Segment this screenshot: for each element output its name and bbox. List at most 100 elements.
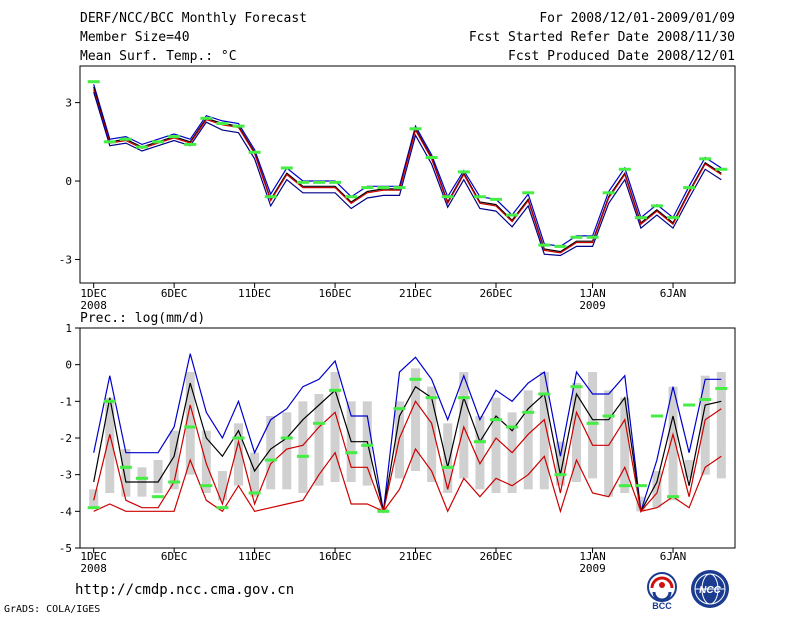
- plot-frame: [79, 65, 736, 284]
- spread-bar: [684, 460, 694, 479]
- observed-marker: [184, 425, 197, 429]
- observed-marker: [667, 495, 680, 499]
- spread-bar: [539, 372, 549, 490]
- spread-bar: [620, 397, 630, 493]
- spread-bar: [330, 372, 340, 482]
- observed-marker: [473, 440, 486, 444]
- observed-marker: [329, 180, 342, 184]
- spread-bar: [475, 416, 485, 490]
- x-tick-label: 6JAN: [660, 550, 687, 563]
- observed-marker: [119, 465, 132, 469]
- observed-marker: [135, 476, 148, 480]
- observed-marker: [232, 436, 245, 440]
- spread-bar: [266, 416, 276, 490]
- observed-marker: [409, 377, 422, 381]
- spread-bar: [105, 397, 115, 493]
- observed-marker: [103, 399, 116, 403]
- header-variable: Mean Surf. Temp.: °C: [80, 49, 237, 64]
- series-line-member: [93, 89, 722, 254]
- x-tick-label: 6DEC: [161, 550, 188, 563]
- observed-marker: [168, 480, 181, 484]
- series-line-upper: [93, 84, 722, 248]
- x-tick-label: 16DEC: [319, 287, 352, 300]
- spread-bar: [250, 452, 260, 497]
- series-line-lower-member: [93, 447, 722, 514]
- x-tick-label: 1JAN: [579, 550, 606, 563]
- header-title: DERF/NCC/BCC Monthly Forecast: [80, 11, 307, 26]
- observed-marker: [409, 127, 422, 131]
- observed-marker: [699, 157, 712, 161]
- spread-bar: [185, 372, 195, 475]
- observed-marker: [393, 407, 406, 411]
- observed-marker: [634, 484, 647, 488]
- observed-marker: [296, 454, 309, 458]
- y-tick-label: -2: [59, 432, 72, 445]
- observed-marker: [87, 506, 100, 510]
- observed-marker: [280, 166, 293, 170]
- observed-marker: [377, 186, 390, 190]
- observed-marker: [618, 484, 631, 488]
- precip-chart-title: Prec.: log(mm/d): [80, 311, 205, 326]
- observed-marker: [554, 244, 567, 248]
- observed-marker: [264, 195, 277, 199]
- spread-bar: [716, 372, 726, 479]
- observed-marker: [425, 396, 438, 400]
- x-tick-label: 16DEC: [319, 550, 352, 563]
- observed-marker: [361, 443, 374, 447]
- observed-marker: [618, 167, 631, 171]
- y-tick-label: 1: [65, 322, 72, 335]
- bcc-logo-text: BCC: [652, 601, 672, 611]
- x-tick-label: 26DEC: [479, 287, 512, 300]
- footer-credit: GrADS: COLA/IGES: [4, 604, 101, 615]
- series-line-upper-member: [93, 400, 722, 514]
- y-tick-label: -3: [59, 253, 72, 266]
- spread-bar: [443, 423, 453, 493]
- observed-marker: [152, 495, 165, 499]
- header-period: For 2008/12/01-2009/01/09: [539, 11, 735, 26]
- observed-marker: [135, 145, 148, 149]
- observed-marker: [200, 116, 213, 120]
- spread-bar: [169, 430, 179, 490]
- observed-marker: [441, 195, 454, 199]
- spread-bar: [604, 390, 614, 497]
- observed-marker: [538, 392, 551, 396]
- spread-bar: [121, 449, 131, 497]
- observed-marker: [586, 235, 599, 239]
- spread-bar: [298, 401, 308, 493]
- observed-marker: [699, 398, 712, 401]
- spread-bar: [668, 386, 678, 501]
- observed-marker: [522, 191, 535, 195]
- x-tick-label: 1DEC: [80, 287, 107, 300]
- x-tick-label: 11DEC: [238, 287, 271, 300]
- observed-marker: [586, 421, 599, 425]
- observed-marker: [506, 213, 519, 217]
- observed-marker: [216, 506, 229, 510]
- observed-marker: [506, 425, 519, 429]
- header-produced-date: Fcst Produced Date 2008/12/01: [508, 49, 735, 64]
- observed-marker: [329, 388, 342, 392]
- y-tick-label: -3: [59, 469, 72, 482]
- observed-marker: [345, 451, 358, 455]
- observed-marker: [280, 436, 293, 440]
- observed-marker: [87, 80, 100, 84]
- ncc-logo: NCC: [691, 570, 729, 608]
- observed-marker: [538, 243, 551, 247]
- spread-bar: [491, 397, 501, 493]
- header-start-date: Fcst Started Refer Date 2008/11/30: [468, 30, 735, 45]
- y-tick-label: 3: [65, 97, 72, 110]
- y-tick-label: 0: [65, 359, 72, 372]
- x-tick-year-label: 2008: [80, 299, 107, 312]
- x-tick-label: 11DEC: [238, 550, 271, 563]
- spread-bar: [588, 372, 598, 479]
- observed-marker: [490, 197, 503, 201]
- footer-url[interactable]: http://cmdp.ncc.cma.gov.cn: [75, 582, 295, 598]
- observed-marker: [650, 414, 663, 418]
- x-tick-label: 1DEC: [80, 550, 107, 563]
- spread-bar: [523, 390, 533, 490]
- spread-bar: [459, 372, 469, 479]
- spread-bar: [700, 375, 710, 475]
- spread-bar: [314, 394, 324, 486]
- x-tick-label: 21DEC: [399, 550, 432, 563]
